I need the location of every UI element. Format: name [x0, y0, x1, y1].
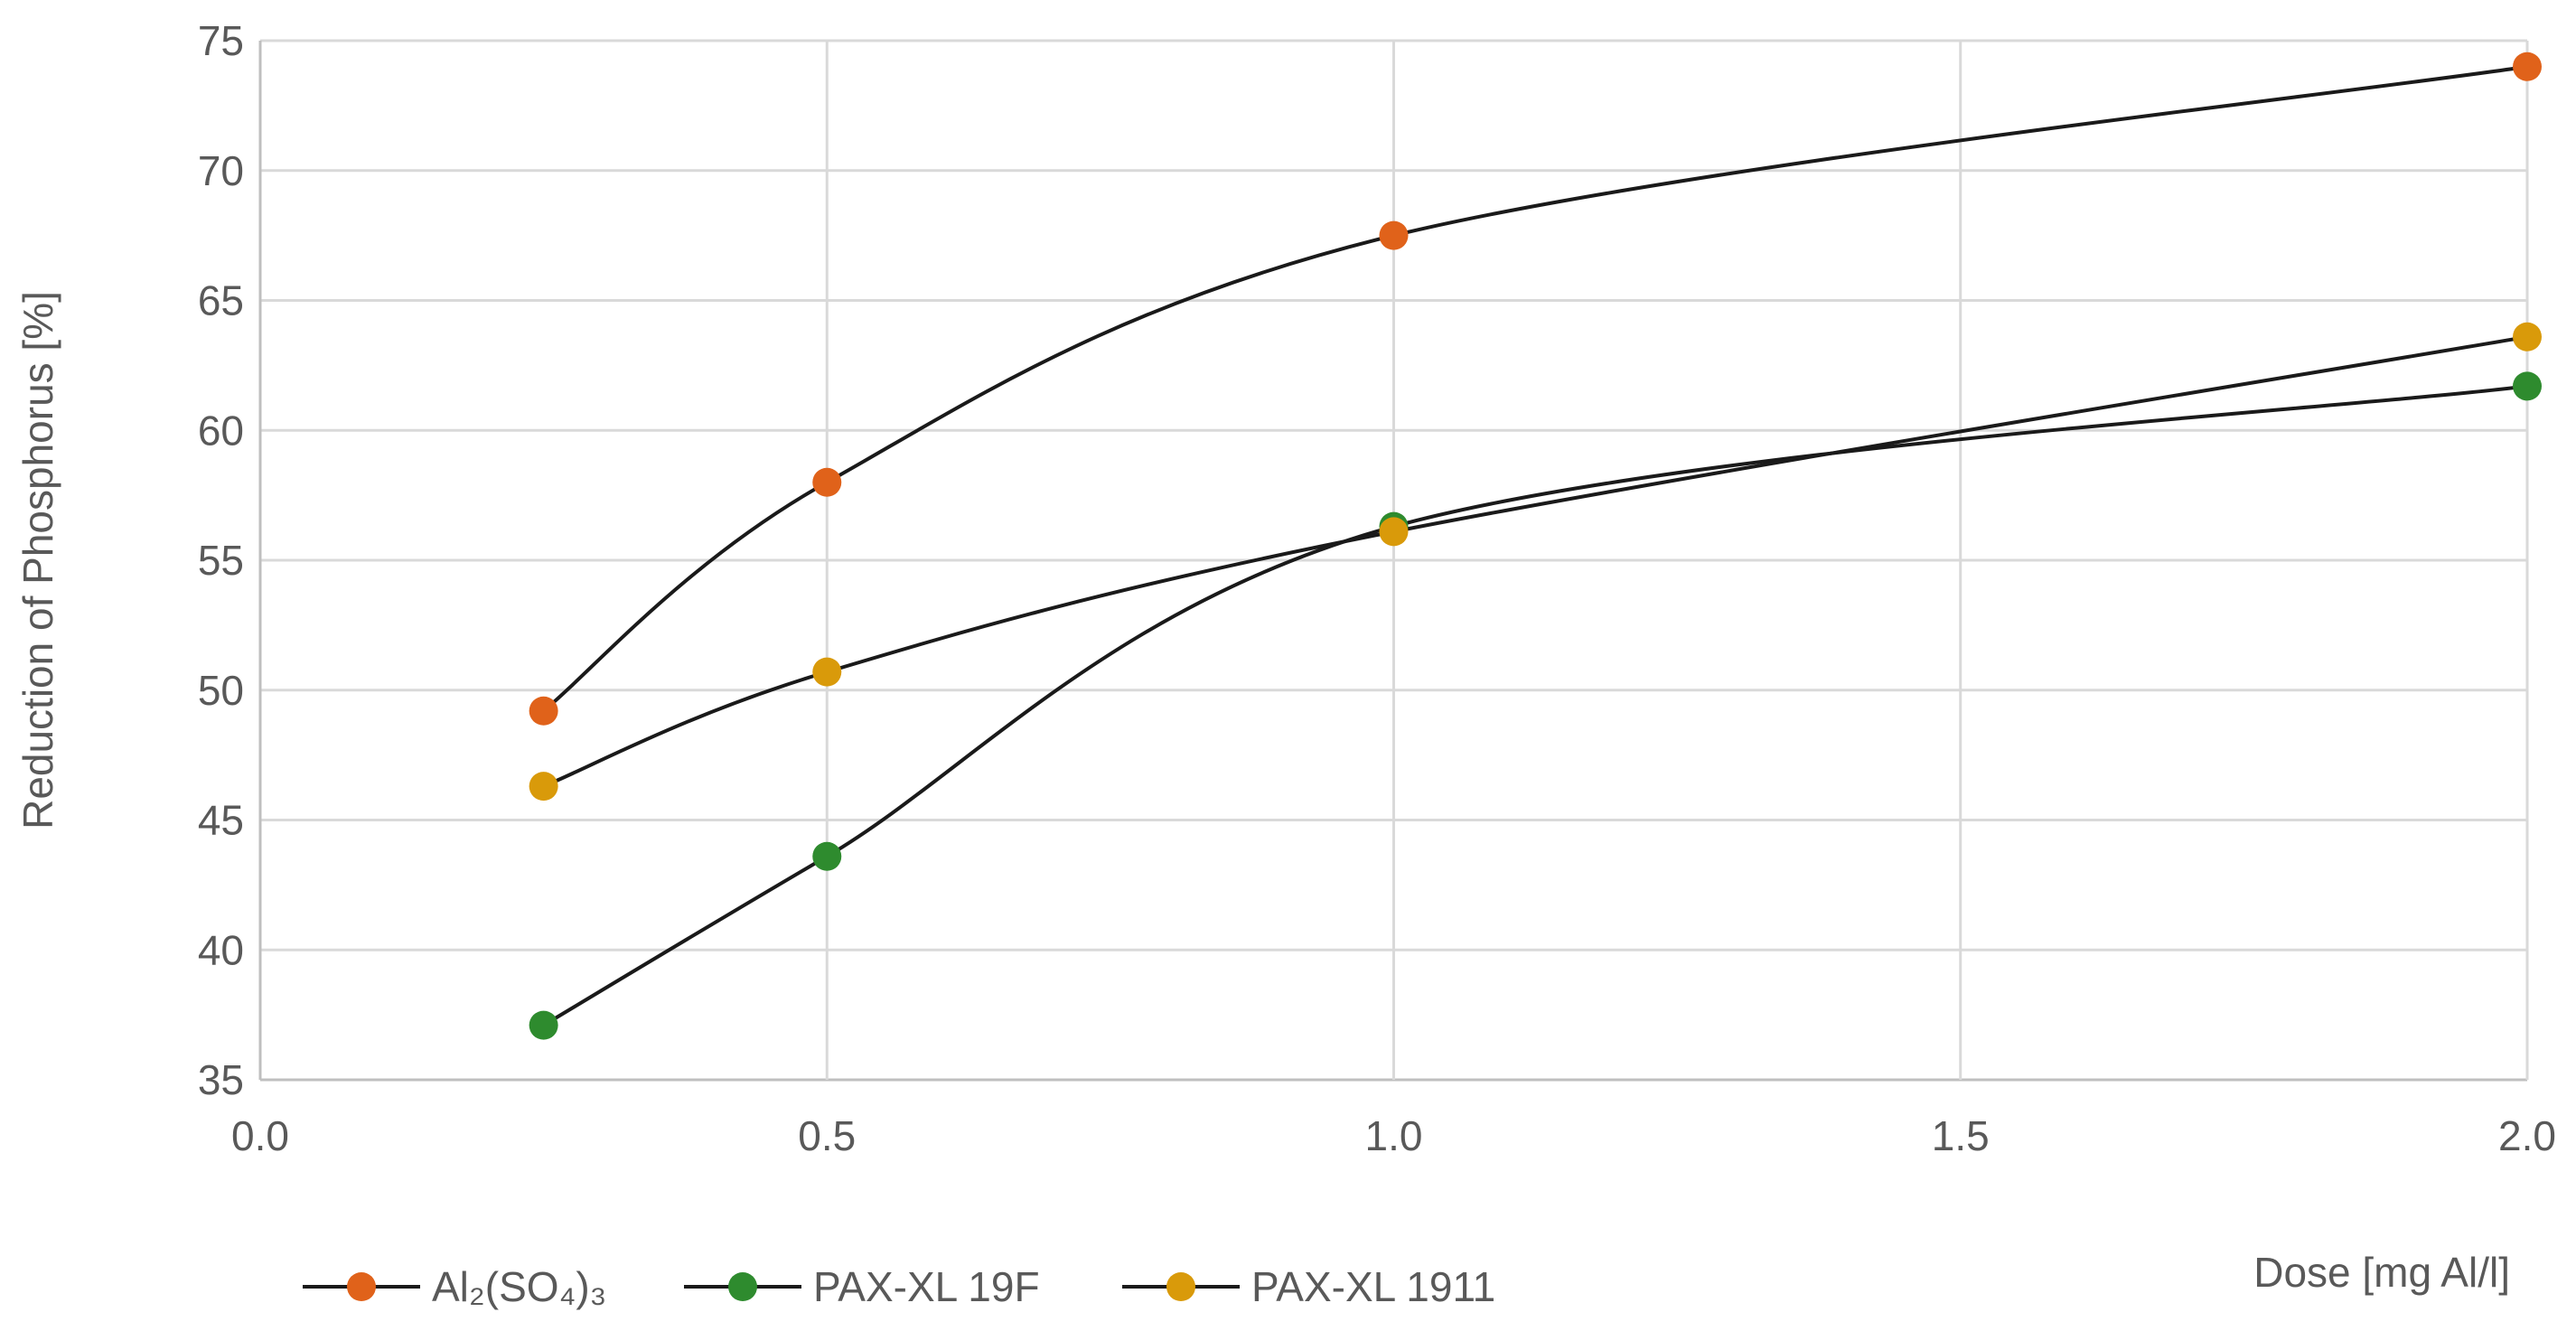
legend-label: Al₂(SO₄)₃ — [432, 1263, 606, 1310]
x-tick-label: 0.0 — [231, 1112, 289, 1159]
legend-label: PAX-XL 1911 — [1251, 1263, 1495, 1310]
x-tick-label: 2.0 — [2498, 1112, 2556, 1159]
data-point — [812, 841, 842, 871]
y-tick-label: 50 — [198, 667, 244, 714]
data-point — [529, 772, 558, 801]
x-tick-label: 1.5 — [1932, 1112, 1990, 1159]
y-tick-label: 65 — [198, 277, 244, 324]
series-line — [542, 334, 2528, 788]
legend-item: Al₂(SO₄)₃ — [303, 1263, 606, 1310]
data-point — [1379, 220, 1409, 250]
y-tick-label: 70 — [198, 147, 244, 194]
data-point — [812, 657, 842, 687]
legend-item: PAX-XL 1911 — [1122, 1263, 1495, 1310]
data-point — [2513, 322, 2542, 351]
data-point — [529, 696, 558, 726]
series-line — [542, 384, 2528, 1027]
y-tick-label: 45 — [198, 797, 244, 844]
series-line — [542, 64, 2528, 713]
legend-marker — [347, 1272, 376, 1301]
gridlines — [258, 39, 2529, 1082]
y-axis-title: Reduction of Phosphorus [%] — [14, 291, 61, 830]
legend-label: PAX-XL 19F — [813, 1263, 1040, 1310]
y-tick-label: 75 — [198, 17, 244, 64]
legend-item: PAX-XL 19F — [684, 1263, 1040, 1310]
data-point — [2513, 52, 2542, 81]
y-tick-label: 35 — [198, 1056, 244, 1103]
legend-marker — [1166, 1272, 1195, 1301]
y-tick-label: 60 — [198, 407, 244, 454]
data-points — [529, 52, 2542, 1040]
series-lines — [542, 64, 2528, 1027]
legend: Al₂(SO₄)₃ PAX-XL 19F PAX-XL 1911 — [303, 1263, 1495, 1310]
data-point — [1379, 517, 1409, 547]
data-point — [2513, 371, 2542, 401]
x-tick-label: 1.0 — [1365, 1112, 1423, 1159]
tick-labels: 35 40 45 50 55 60 65 70 75 0.0 0.5 1.0 1.5 2.0 — [198, 17, 2556, 1159]
data-point — [812, 467, 842, 497]
x-tick-label: 0.5 — [798, 1112, 856, 1159]
x-axis-title: Dose [mg Al/l] — [2253, 1249, 2510, 1296]
y-tick-label: 40 — [198, 926, 244, 973]
y-tick-label: 55 — [198, 537, 244, 584]
data-point — [529, 1010, 558, 1040]
legend-marker — [728, 1272, 757, 1301]
